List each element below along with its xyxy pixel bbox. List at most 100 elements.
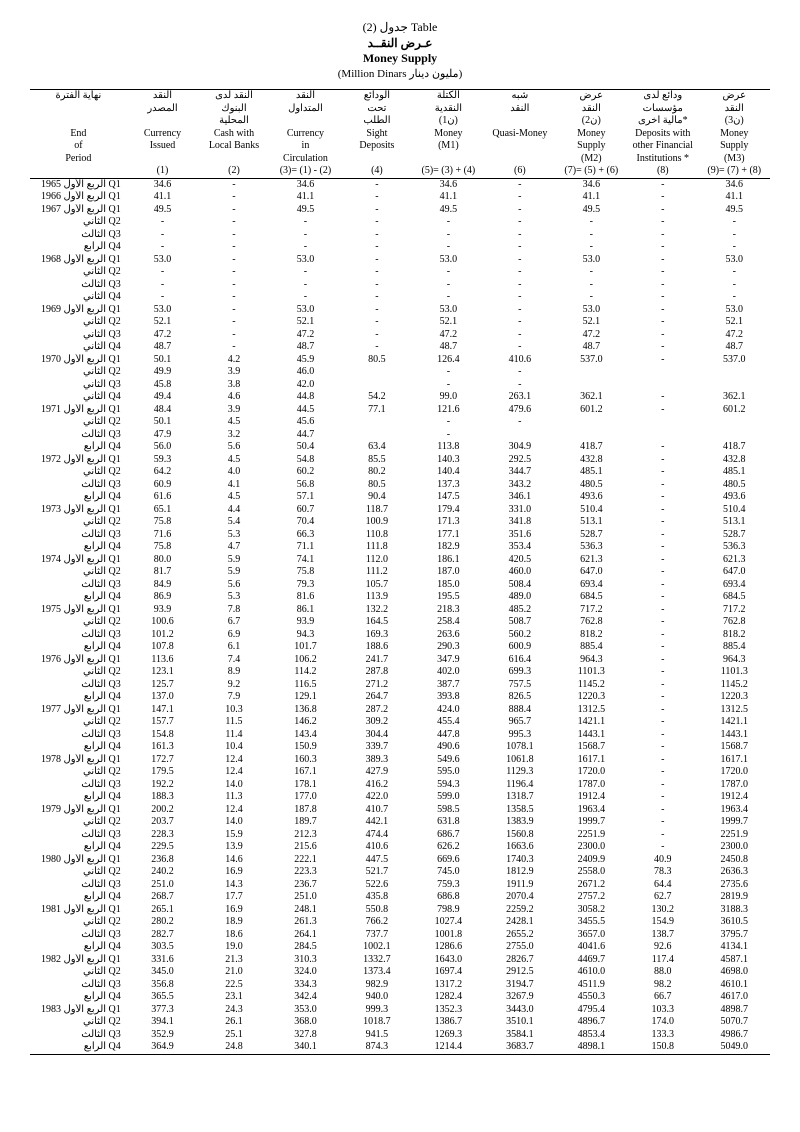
value-cell: 57.1 [270, 491, 341, 504]
value-cell: 129.1 [270, 691, 341, 704]
value-cell: 2300.0 [699, 841, 770, 854]
value-cell: 25.1 [198, 1029, 269, 1042]
value-cell: 101.2 [127, 629, 198, 642]
value-cell: 125.7 [127, 679, 198, 692]
value-cell: 56.8 [270, 479, 341, 492]
value-cell: 17.7 [198, 891, 269, 904]
value-cell: - [627, 241, 698, 254]
col-header: Money [556, 128, 627, 141]
value-cell: 12.4 [198, 754, 269, 767]
value-cell: 1220.3 [556, 691, 627, 704]
value-cell: 331.0 [484, 504, 555, 517]
value-cell: 3.2 [198, 429, 269, 442]
value-cell: 41.1 [413, 191, 484, 204]
value-cell: 53.0 [699, 304, 770, 317]
value-cell: 80.0 [127, 554, 198, 567]
value-cell: - [484, 178, 555, 191]
value-cell: 5.6 [198, 579, 269, 592]
value-cell: - [627, 629, 698, 642]
value-cell: - [341, 329, 412, 342]
value-cell: 88.0 [627, 966, 698, 979]
value-cell: 5070.7 [699, 1016, 770, 1029]
value-cell: 420.5 [484, 554, 555, 567]
value-cell: 964.3 [556, 654, 627, 667]
value-cell: 303.5 [127, 941, 198, 954]
value-cell: 282.7 [127, 929, 198, 942]
value-cell: 8.9 [198, 666, 269, 679]
table-row: الثاني Q2--------- [30, 266, 770, 279]
period-cell: الرابع Q4 [30, 591, 127, 604]
value-cell: 460.0 [484, 566, 555, 579]
value-cell: 2558.0 [556, 866, 627, 879]
value-cell: 6.9 [198, 629, 269, 642]
value-cell: - [556, 266, 627, 279]
value-cell: 3443.0 [484, 1004, 555, 1017]
col-header: of [30, 140, 127, 153]
value-cell: 15.9 [198, 829, 269, 842]
value-cell: 66.3 [270, 529, 341, 542]
table-row: الثاني Q2345.021.0324.01373.41697.42912.… [30, 966, 770, 979]
value-cell: - [270, 229, 341, 242]
value-cell [341, 379, 412, 392]
value-cell: 2826.7 [484, 954, 555, 967]
value-cell: - [198, 191, 269, 204]
table-row: الثاني Q249.93.946.0-- [30, 366, 770, 379]
value-cell: 1697.4 [413, 966, 484, 979]
value-cell: 489.0 [484, 591, 555, 604]
value-cell: 3455.5 [556, 916, 627, 929]
value-cell: 14.0 [198, 779, 269, 792]
table-row: الربع الأول 1972 Q159.34.554.885.5140.32… [30, 454, 770, 467]
value-cell: 4.5 [198, 416, 269, 429]
value-cell: 432.8 [699, 454, 770, 467]
period-cell: الثاني Q4 [30, 341, 127, 354]
period-cell: الثاني Q2 [30, 466, 127, 479]
value-cell: 699.3 [484, 666, 555, 679]
value-cell: 4.2 [198, 354, 269, 367]
value-cell: - [699, 291, 770, 304]
value-cell: 11.3 [198, 791, 269, 804]
period-cell: الربع الأول 1966 Q1 [30, 191, 127, 204]
table-row: الربع الأول 1965 Q134.6-34.6-34.6-34.6-3… [30, 178, 770, 191]
value-cell: 621.3 [699, 554, 770, 567]
value-cell: 140.3 [413, 454, 484, 467]
value-cell: 1027.4 [413, 916, 484, 929]
value-cell: - [556, 291, 627, 304]
value-cell: 422.0 [341, 791, 412, 804]
value-cell: 1145.2 [556, 679, 627, 692]
value-cell: 80.2 [341, 466, 412, 479]
value-cell: 818.2 [556, 629, 627, 642]
table-row: الثالث Q3228.315.9212.3474.4686.71560.82… [30, 829, 770, 842]
value-cell: 2912.5 [484, 966, 555, 979]
value-cell: 40.9 [627, 854, 698, 867]
value-cell: - [270, 279, 341, 292]
value-cell: 1282.4 [413, 991, 484, 1004]
table-row: الربع الأول 1977 Q1147.110.3136.8287.242… [30, 704, 770, 717]
value-cell: - [627, 504, 698, 517]
value-cell [627, 429, 698, 442]
table-row: الربع الأول 1983 Q1377.324.3353.0999.313… [30, 1004, 770, 1017]
value-cell: 143.4 [270, 729, 341, 742]
value-cell: 669.6 [413, 854, 484, 867]
value-cell: 2819.9 [699, 891, 770, 904]
value-cell: 537.0 [556, 354, 627, 367]
period-cell: الربع الأول 1972 Q1 [30, 454, 127, 467]
value-cell: 42.0 [270, 379, 341, 392]
col-header: الطلب [341, 115, 412, 128]
value-cell: - [627, 541, 698, 554]
value-cell: 23.1 [198, 991, 269, 1004]
value-cell: 9.2 [198, 679, 269, 692]
value-cell: 377.3 [127, 1004, 198, 1017]
table-row: الرابع Q4229.513.9215.6410.6626.21663.62… [30, 841, 770, 854]
col-header: النقد [556, 103, 627, 116]
value-cell: 60.9 [127, 479, 198, 492]
table-row: الثالث Q3251.014.3236.7522.6759.31911.92… [30, 879, 770, 892]
table-row: الثاني Q2179.512.4167.1427.9595.01129.31… [30, 766, 770, 779]
value-cell: 2259.2 [484, 904, 555, 917]
value-cell: 1312.5 [556, 704, 627, 717]
value-cell: - [270, 291, 341, 304]
value-cell: 885.4 [556, 641, 627, 654]
value-cell: 118.7 [341, 504, 412, 517]
value-cell: 114.2 [270, 666, 341, 679]
table-row: الثاني Q345.83.842.0-- [30, 379, 770, 392]
value-cell: 26.1 [198, 1016, 269, 1029]
